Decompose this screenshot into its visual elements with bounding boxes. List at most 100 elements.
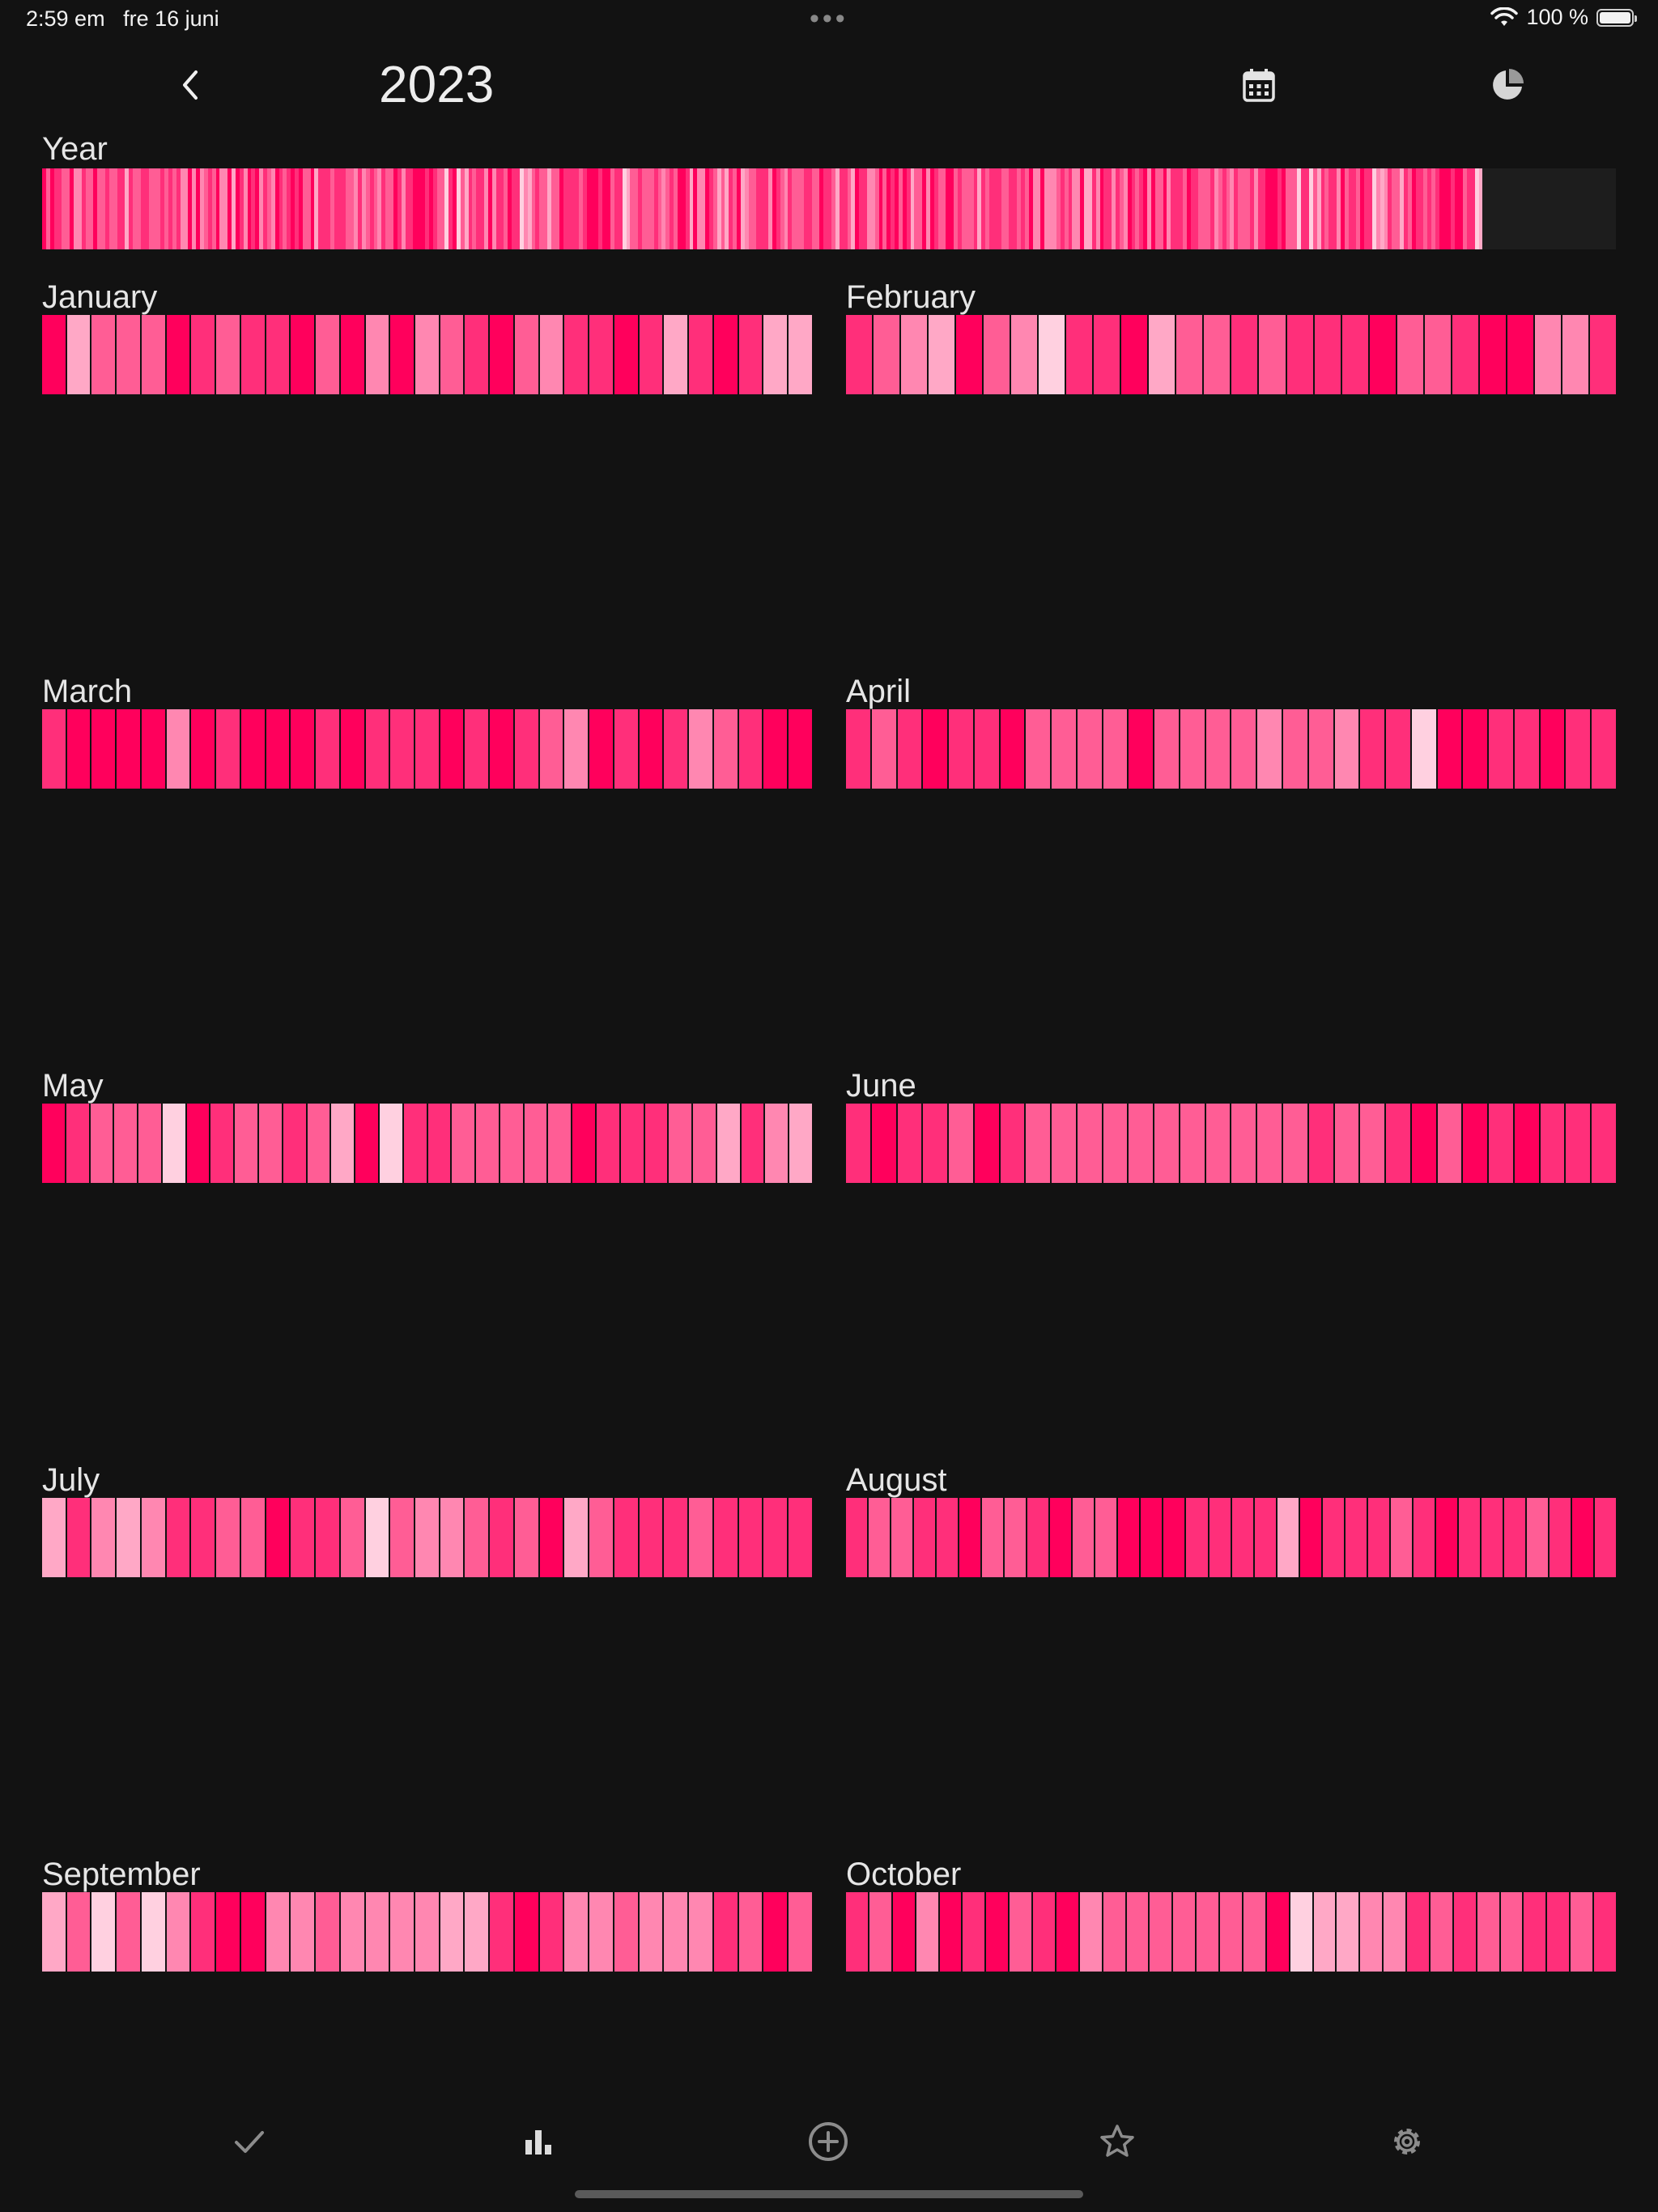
month-strip[interactable]: [42, 315, 812, 394]
day-cell[interactable]: [669, 1104, 694, 1183]
day-cell[interactable]: [982, 1498, 1005, 1577]
day-cell[interactable]: [1150, 1892, 1174, 1972]
day-cell[interactable]: [141, 1892, 167, 1972]
day-cell[interactable]: [589, 709, 614, 789]
day-cell[interactable]: [90, 1104, 115, 1183]
day-cell[interactable]: [117, 1892, 142, 1972]
day-cell[interactable]: [738, 1498, 764, 1577]
day-cell[interactable]: [66, 709, 92, 789]
day-cell[interactable]: [916, 1892, 940, 1972]
day-cell[interactable]: [1360, 1892, 1384, 1972]
day-cell[interactable]: [1149, 315, 1177, 394]
day-cell[interactable]: [191, 1892, 217, 1972]
day-cell[interactable]: [291, 315, 317, 394]
day-cell[interactable]: [1257, 709, 1284, 789]
tab-settings[interactable]: [1375, 2113, 1439, 2170]
home-indicator[interactable]: [575, 2190, 1083, 2198]
day-cell[interactable]: [738, 315, 764, 394]
day-cell[interactable]: [738, 1892, 764, 1972]
day-cell[interactable]: [639, 1498, 665, 1577]
day-cell[interactable]: [614, 1892, 640, 1972]
day-cell[interactable]: [1390, 1498, 1414, 1577]
tab-add[interactable]: [796, 2113, 861, 2170]
day-cell[interactable]: [66, 1104, 91, 1183]
day-cell[interactable]: [1026, 709, 1052, 789]
day-cell[interactable]: [66, 315, 92, 394]
day-cell[interactable]: [1435, 1498, 1459, 1577]
day-cell[interactable]: [465, 315, 491, 394]
day-cell[interactable]: [1231, 1498, 1255, 1577]
day-cell[interactable]: [1231, 709, 1258, 789]
day-cell[interactable]: [1154, 709, 1180, 789]
day-cell[interactable]: [1507, 315, 1535, 394]
day-cell[interactable]: [1572, 1498, 1596, 1577]
pie-chart-button[interactable]: [1483, 57, 1532, 113]
day-cell[interactable]: [923, 709, 950, 789]
day-cell[interactable]: [138, 1104, 163, 1183]
day-cell[interactable]: [240, 315, 266, 394]
day-cell[interactable]: [1005, 1498, 1028, 1577]
day-cell[interactable]: [390, 315, 416, 394]
day-cell[interactable]: [1052, 709, 1078, 789]
day-cell[interactable]: [1437, 1104, 1464, 1183]
day-cell[interactable]: [891, 1498, 915, 1577]
day-cell[interactable]: [1050, 1498, 1073, 1577]
day-cell[interactable]: [897, 709, 924, 789]
day-cell[interactable]: [664, 1498, 690, 1577]
day-cell[interactable]: [789, 1892, 812, 1972]
day-cell[interactable]: [937, 1498, 960, 1577]
day-cell[interactable]: [440, 709, 466, 789]
day-cell[interactable]: [427, 1104, 453, 1183]
day-cell[interactable]: [1452, 315, 1480, 394]
day-cell[interactable]: [42, 1498, 67, 1577]
day-cell[interactable]: [1549, 1498, 1572, 1577]
day-cell[interactable]: [514, 315, 540, 394]
day-cell[interactable]: [1094, 315, 1122, 394]
calendar-button[interactable]: [1235, 57, 1283, 113]
day-cell[interactable]: [1126, 1892, 1150, 1972]
day-cell[interactable]: [291, 709, 317, 789]
day-cell[interactable]: [614, 315, 640, 394]
day-cell[interactable]: [1056, 1892, 1080, 1972]
day-cell[interactable]: [440, 315, 466, 394]
day-cell[interactable]: [939, 1892, 963, 1972]
day-cell[interactable]: [1077, 709, 1103, 789]
day-cell[interactable]: [1286, 315, 1315, 394]
day-cell[interactable]: [1453, 1892, 1477, 1972]
back-button[interactable]: [166, 57, 215, 113]
day-cell[interactable]: [1052, 1104, 1078, 1183]
day-cell[interactable]: [166, 315, 192, 394]
day-cell[interactable]: [340, 315, 366, 394]
day-cell[interactable]: [789, 1498, 812, 1577]
day-cell[interactable]: [500, 1104, 525, 1183]
day-cell[interactable]: [572, 1104, 597, 1183]
day-cell[interactable]: [240, 1498, 266, 1577]
day-cell[interactable]: [117, 315, 142, 394]
day-cell[interactable]: [1589, 315, 1616, 394]
day-cell[interactable]: [1283, 709, 1309, 789]
day-cell[interactable]: [929, 315, 957, 394]
day-cell[interactable]: [1010, 1892, 1033, 1972]
day-cell[interactable]: [763, 709, 789, 789]
day-cell[interactable]: [1592, 1104, 1616, 1183]
day-cell[interactable]: [614, 709, 640, 789]
day-cell[interactable]: [216, 315, 241, 394]
day-cell[interactable]: [490, 315, 515, 394]
day-cell[interactable]: [1397, 315, 1425, 394]
day-cell[interactable]: [1231, 315, 1260, 394]
day-cell[interactable]: [1141, 1498, 1164, 1577]
day-cell[interactable]: [307, 1104, 332, 1183]
day-cell[interactable]: [266, 1498, 291, 1577]
day-cell[interactable]: [763, 315, 789, 394]
day-cell[interactable]: [897, 1104, 924, 1183]
day-cell[interactable]: [490, 709, 515, 789]
day-cell[interactable]: [1322, 1498, 1346, 1577]
day-cell[interactable]: [689, 709, 714, 789]
day-cell[interactable]: [1386, 1104, 1412, 1183]
day-cell[interactable]: [1000, 709, 1027, 789]
month-strip[interactable]: [42, 1104, 812, 1183]
day-cell[interactable]: [240, 1892, 266, 1972]
day-cell[interactable]: [91, 709, 117, 789]
day-cell[interactable]: [355, 1104, 380, 1183]
day-cell[interactable]: [1283, 1104, 1309, 1183]
